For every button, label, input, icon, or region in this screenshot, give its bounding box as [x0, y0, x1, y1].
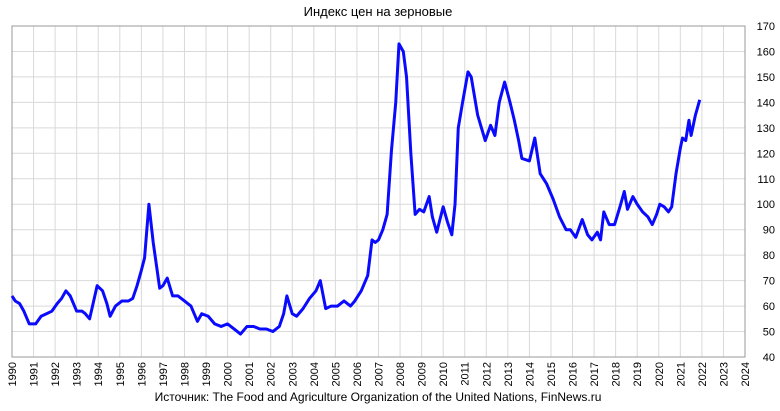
- x-tick-label: 1990: [7, 362, 19, 386]
- x-tick-label: 2017: [589, 362, 601, 386]
- y-tick-label: 50: [763, 327, 775, 339]
- x-tick-label: 1998: [179, 362, 191, 386]
- plot-frame: [11, 25, 746, 358]
- y-tick-label: 70: [763, 276, 775, 288]
- x-tick-label: 1994: [93, 362, 105, 386]
- y-tick-label: 80: [763, 250, 775, 262]
- y-tick-label: 140: [757, 97, 775, 109]
- x-tick-label: 1991: [29, 362, 41, 386]
- y-tick-label: 40: [763, 352, 775, 364]
- x-tick-label: 2004: [309, 362, 321, 386]
- y-tick-label: 130: [757, 123, 775, 135]
- x-tick-label: 1999: [201, 362, 213, 386]
- x-tick-label: 2007: [374, 362, 386, 386]
- x-tick-label: 1996: [136, 362, 148, 386]
- chart-title: Индекс цен на зерновые: [304, 4, 453, 19]
- x-tick-label: 2006: [352, 362, 364, 386]
- y-tick-label: 170: [757, 21, 775, 33]
- x-tick-label: 2014: [524, 362, 536, 386]
- x-tick-label: 2001: [244, 362, 256, 386]
- y-tick-label: 150: [757, 72, 775, 84]
- x-tick-label: 2020: [654, 362, 666, 386]
- x-tick-label: 2015: [546, 362, 558, 386]
- y-tick-label: 110: [757, 174, 775, 186]
- y-tick-label: 100: [757, 199, 775, 211]
- x-tick-label: 2000: [223, 362, 235, 386]
- x-tick-label: 1997: [158, 362, 170, 386]
- x-tick-label: 2010: [438, 362, 450, 386]
- source-note: Источник: The Food and Agriculture Organ…: [155, 390, 602, 404]
- x-tick-label: 2011: [460, 362, 472, 386]
- x-tick-label: 2013: [503, 362, 515, 386]
- x-tick-label: 1995: [115, 362, 127, 386]
- x-tick-label: 2003: [287, 362, 299, 386]
- x-tick-label: 2002: [266, 362, 278, 386]
- x-tick-label: 2012: [481, 362, 493, 386]
- x-tick-label: 1993: [72, 362, 84, 386]
- x-tick-label: 2016: [568, 362, 580, 386]
- x-tick-label: 2018: [611, 362, 623, 386]
- x-tick-label: 2022: [697, 362, 709, 386]
- y-tick-label: 120: [757, 148, 775, 160]
- data-line: [10, 42, 702, 336]
- x-tick-label: 2005: [330, 362, 342, 386]
- x-tick-label: 2009: [417, 362, 429, 386]
- x-tick-label: 2021: [675, 362, 687, 386]
- x-tick-label: 2023: [718, 362, 730, 386]
- x-tick-label: 2019: [632, 362, 644, 386]
- y-tick-label: 160: [757, 46, 775, 58]
- y-tick-label: 90: [763, 225, 775, 237]
- x-tick-label: 1992: [50, 362, 62, 386]
- x-tick-label: 2008: [395, 362, 407, 386]
- y-tick-label: 60: [763, 301, 775, 313]
- x-tick-label: 2024: [740, 362, 752, 386]
